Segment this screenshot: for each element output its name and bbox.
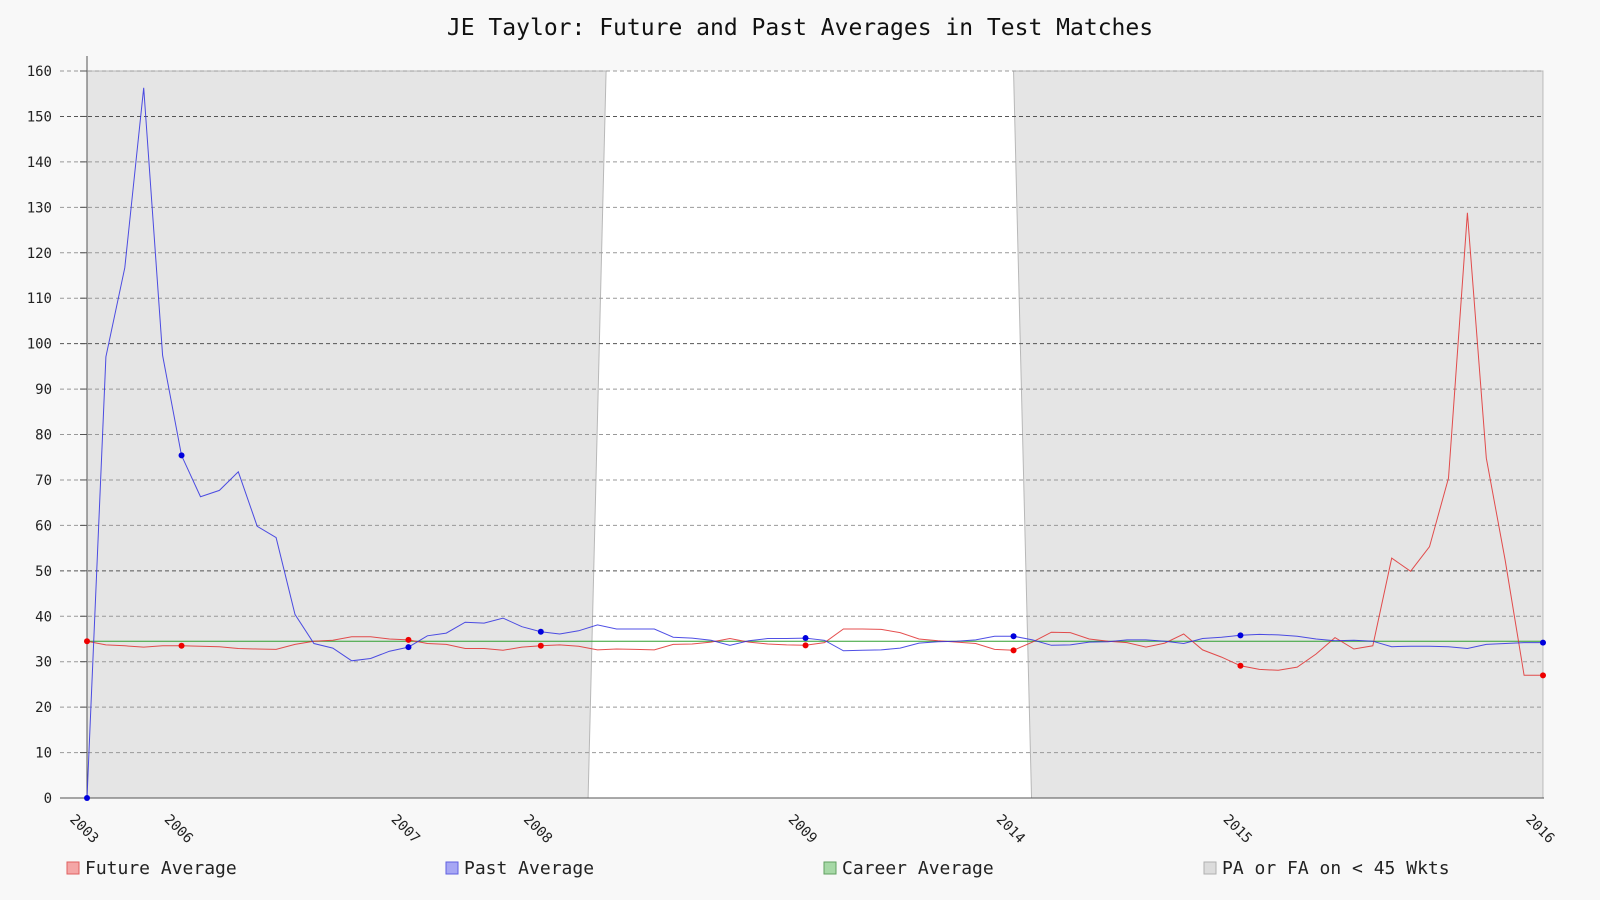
past-average-point — [178, 452, 185, 459]
legend: Future Average Past Average Career Average… — [66, 858, 1450, 879]
past-average-point — [802, 635, 809, 642]
x-tick-label: 2003 — [66, 812, 101, 847]
y-tick-label: 150 — [27, 109, 52, 125]
x-tick-label: 2007 — [388, 812, 423, 847]
future-average-line — [86, 212, 1543, 676]
past-average-point — [405, 644, 412, 651]
legend-label: PA or FA on < 45 Wkts — [1222, 858, 1450, 879]
legend-swatch — [823, 861, 837, 875]
shaded-region — [86, 70, 607, 799]
past-average-point — [1237, 632, 1244, 639]
x-tick-label: 2014 — [993, 812, 1028, 847]
future-average-point — [84, 638, 90, 645]
past-average-point — [84, 795, 90, 801]
past-average-point — [537, 628, 544, 635]
series-lines — [86, 87, 1543, 799]
x-tick-label: 2006 — [161, 812, 196, 847]
legend-swatch — [1203, 861, 1217, 875]
legend-swatch — [66, 861, 80, 875]
y-tick-label: 50 — [35, 564, 52, 580]
y-tick-label: 60 — [35, 518, 52, 534]
series-markers — [84, 452, 1546, 801]
y-tick-label: 10 — [35, 746, 52, 762]
y-tick-labels: 0 10 20 30 40 50 60 70 80 90 100 110 120 130 140 150 160 — [27, 64, 52, 807]
future-average-point — [537, 642, 544, 649]
future-average-point — [178, 642, 185, 649]
grid-lines — [60, 70, 1544, 799]
future-average-point — [1540, 672, 1546, 679]
future-average-point — [405, 636, 412, 643]
x-tick-labels: 2003 2006 2007 2008 2009 2014 2015 2016 — [66, 812, 1557, 847]
x-tick-label: 2015 — [1220, 812, 1255, 847]
y-tick-label: 140 — [27, 155, 52, 171]
y-tick-label: 90 — [35, 382, 52, 398]
y-tick-label: 130 — [27, 200, 52, 216]
past-average-point — [1540, 639, 1546, 646]
past-average-point — [1010, 633, 1017, 640]
past-average-line — [86, 87, 1543, 799]
legend-label: Future Average — [85, 858, 237, 879]
future-average-point — [802, 642, 809, 649]
y-tick-label: 80 — [35, 428, 52, 444]
y-tick-label: 100 — [27, 337, 52, 353]
future-average-point — [1237, 662, 1244, 669]
x-tick-label: 2008 — [520, 812, 555, 847]
y-tick-label: 110 — [27, 291, 52, 307]
x-tick-label: 2009 — [785, 812, 820, 847]
y-tick-label: 30 — [35, 655, 52, 671]
x-tick-label: 2016 — [1522, 812, 1557, 847]
y-tick-label: 0 — [44, 791, 52, 807]
legend-label: Past Average — [464, 858, 594, 879]
y-tick-label: 40 — [35, 609, 52, 625]
legend-label: Career Average — [842, 858, 994, 879]
chart-title: JE Taylor: Future and Past Averages in T… — [447, 15, 1153, 41]
y-tick-label: 160 — [27, 64, 52, 80]
y-tick-label: 120 — [27, 246, 52, 262]
y-tick-label: 70 — [35, 473, 52, 489]
legend-swatch — [445, 861, 459, 875]
future-average-point — [1010, 647, 1017, 654]
y-tick-label: 20 — [35, 700, 52, 716]
